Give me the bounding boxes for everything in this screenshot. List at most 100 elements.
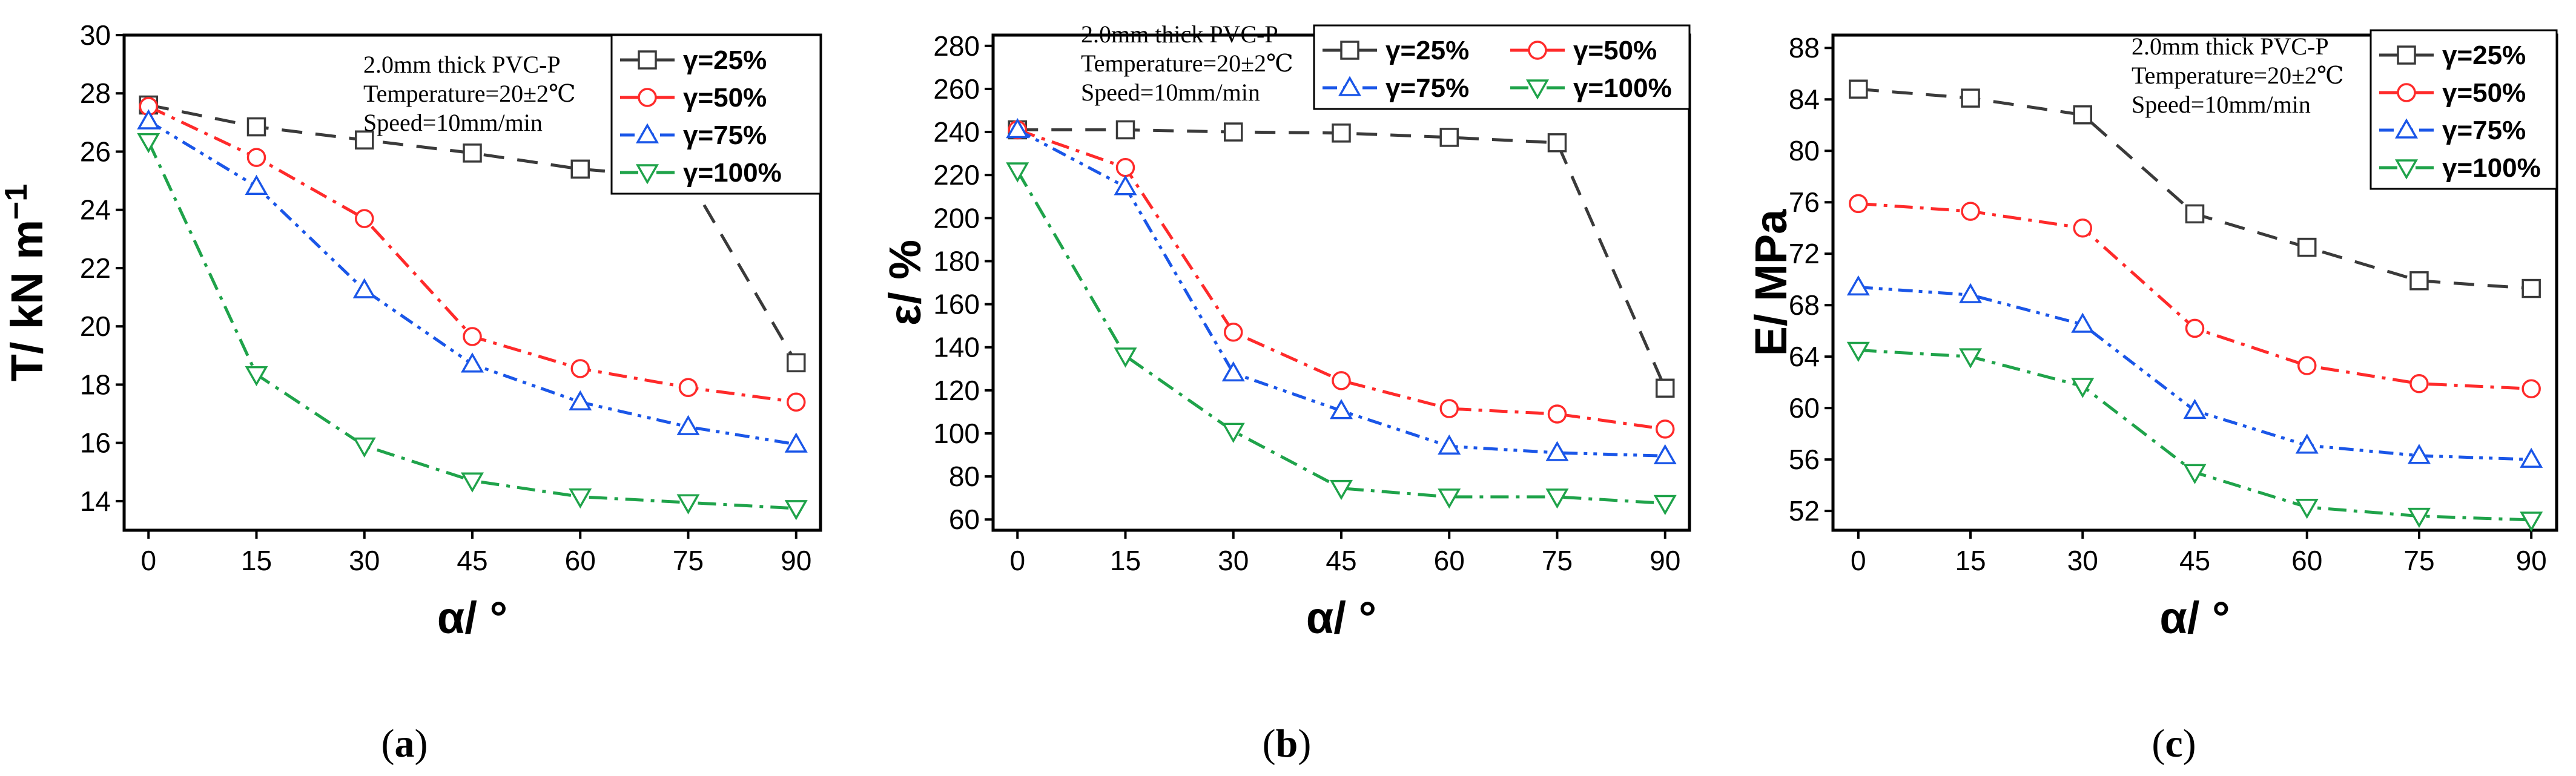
data-point	[784, 500, 808, 521]
x-tick-label: 90	[781, 545, 811, 576]
legend-marker	[638, 50, 657, 70]
y-axis-title-superscript: −1	[0, 184, 34, 220]
data-point	[2295, 499, 2319, 519]
legend-item: γ=50%	[2379, 78, 2526, 108]
series-4	[137, 133, 808, 521]
y-tick-label: 30	[80, 19, 111, 51]
legend-item: γ=25%	[1323, 36, 1469, 65]
y-tick-label: 76	[1789, 186, 1820, 218]
legend-box	[1313, 24, 1691, 110]
data-point	[1846, 275, 1870, 296]
data-point	[2185, 204, 2205, 224]
data-point	[1849, 79, 1868, 99]
annotation: 2.0mm thick PVC-PTemperature=20±2℃Speed=…	[1081, 21, 1293, 106]
data-point	[2409, 374, 2429, 393]
x-axis-title: α/ °	[1306, 593, 1376, 643]
data-point	[1329, 479, 1353, 501]
annotation-line: Temperature=20±2℃	[363, 80, 576, 107]
y-tick-label: 24	[80, 194, 111, 226]
data-point	[355, 209, 374, 228]
y-axis-title: ε/ %	[880, 240, 930, 326]
x-axis-title: α/ °	[437, 593, 507, 643]
legend-item: γ=75%	[2379, 116, 2526, 145]
data-point	[1332, 123, 1351, 143]
legend-label: γ=75%	[1385, 73, 1469, 103]
data-point	[2295, 433, 2319, 454]
data-point	[1115, 120, 1135, 140]
x-tick-label: 0	[140, 545, 156, 576]
data-point	[1439, 128, 1459, 147]
chart-panel-a: 14 16 18 20 22 24 26 28 30 0 15 30 45 60 75 90 α/ ° T/ kN…	[0, 19, 822, 766]
x-tick-label: 45	[457, 545, 487, 576]
annotation-line: 2.0mm thick PVC-P	[363, 51, 561, 78]
legend-marker	[2394, 159, 2419, 180]
data-point	[1115, 157, 1135, 177]
data-point	[1006, 162, 1029, 183]
data-point	[2071, 312, 2095, 333]
data-point	[1545, 441, 1569, 461]
y-tick-label: 100	[933, 418, 980, 449]
x-tick-label: 15	[241, 545, 272, 576]
data-point	[246, 117, 266, 137]
series-4	[1846, 341, 2543, 532]
data-point	[1438, 488, 1461, 509]
series-1	[1849, 79, 2541, 298]
data-point	[460, 472, 484, 493]
data-point	[1849, 194, 1868, 214]
x-tick-label: 90	[1650, 545, 1680, 576]
data-point	[1547, 133, 1567, 153]
annotation-line: Temperature=20±2℃	[2132, 62, 2344, 89]
data-point	[2073, 218, 2093, 238]
legend-item: γ=25%	[620, 45, 767, 75]
data-point	[1439, 399, 1459, 418]
y-tick-label: 22	[80, 252, 111, 284]
series-2	[1849, 194, 2541, 399]
data-point	[245, 174, 268, 195]
data-point	[1006, 117, 1029, 139]
chart-panel-b: 60 80 100 120 140 160 180 200 220 240 260 280 0 15 30 4…	[880, 21, 1691, 766]
legend-label: γ=50%	[1573, 36, 1657, 65]
series-2	[1008, 120, 1675, 439]
data-point	[569, 390, 592, 411]
y-tick-label: 260	[933, 73, 980, 105]
legend-item: γ=100%	[1510, 73, 1672, 103]
x-tick-label: 15	[1955, 545, 1986, 576]
y-tick-label: 240	[933, 116, 980, 148]
annotation-line: Speed=10mm/min	[363, 109, 543, 136]
y-tick-label: 52	[1789, 495, 1820, 527]
chart-panel-c: 52 56 60 64 68 72 76 80 84 88 0 15 30 45 60 75 90 α/ ° E/ …	[1746, 29, 2558, 766]
y-tick-label: 220	[933, 159, 980, 191]
data-point	[1438, 434, 1461, 455]
legend: γ=25% γ=50% γ=75% γ=100%	[610, 34, 822, 195]
legend-marker	[1340, 41, 1359, 60]
y-tick-label: 88	[1789, 32, 1820, 64]
data-point	[570, 159, 590, 179]
data-point	[352, 278, 376, 298]
legend-label: γ=25%	[683, 45, 767, 75]
x-axis-title: α/ °	[2159, 593, 2230, 643]
series-line	[1858, 349, 2532, 522]
x-tick-label: 15	[1110, 545, 1141, 576]
series-1	[1008, 120, 1675, 398]
legend-marker	[2394, 118, 2419, 139]
x-tick-label: 30	[1218, 545, 1249, 576]
annotation-line: 2.0mm thick PVC-P	[2132, 33, 2329, 60]
legend-item: γ=100%	[620, 158, 782, 188]
y-tick-label: 280	[933, 30, 980, 62]
legend-label: γ=25%	[1385, 36, 1469, 65]
data-point	[245, 366, 268, 387]
y-tick-label: 56	[1789, 444, 1820, 475]
data-point	[1114, 175, 1137, 196]
data-point	[2520, 511, 2543, 532]
legend-item: γ=25%	[2379, 41, 2526, 70]
y-tick-label: 64	[1789, 341, 1820, 372]
series-3	[1846, 275, 2543, 468]
legend-label: γ=100%	[1573, 73, 1672, 103]
series-4	[1006, 162, 1677, 516]
data-point	[137, 109, 160, 130]
annotation-line: Temperature=20±2℃	[1081, 50, 1293, 77]
y-tick-label: 28	[80, 77, 111, 109]
annotation-line: Speed=10mm/min	[2132, 91, 2311, 118]
x-tick-label: 60	[1434, 545, 1465, 576]
series-line	[1858, 285, 2532, 461]
